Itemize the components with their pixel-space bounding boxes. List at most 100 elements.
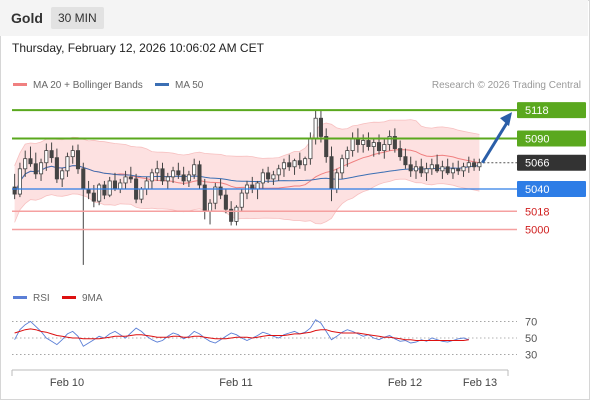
- candle-body-down: [398, 148, 403, 158]
- candle: [202, 178, 207, 220]
- candle: [281, 158, 287, 177]
- candle: [266, 166, 271, 183]
- candle: [387, 130, 392, 151]
- candle-body-down: [318, 117, 323, 137]
- candle-body-up: [281, 162, 287, 170]
- candle: [271, 170, 276, 185]
- candle-body-up: [70, 150, 75, 158]
- candle-body-down: [324, 136, 329, 158]
- candle-body-up: [440, 166, 445, 172]
- level-5066-label: 5066: [525, 158, 549, 170]
- candle-body-down: [102, 184, 107, 196]
- candle-body-up: [23, 158, 28, 170]
- candle-body-down: [197, 164, 202, 186]
- candle-body-up: [239, 192, 244, 208]
- legend-rsi-ma: 9MA: [62, 293, 103, 304]
- candle: [12, 173, 17, 200]
- candle-body-down: [297, 160, 302, 166]
- legend-rsi-label: RSI: [33, 293, 50, 304]
- candle-body-up: [144, 180, 149, 190]
- candle-body-up: [165, 176, 170, 182]
- candle-body-up: [60, 170, 65, 180]
- candle: [324, 128, 329, 163]
- candle-body-up: [276, 168, 281, 176]
- candle-body-up: [308, 138, 313, 160]
- candle: [49, 142, 54, 163]
- candle: [461, 162, 466, 177]
- candle: [54, 148, 59, 183]
- legend-ma20: MA 20 + Bollinger Bands: [13, 80, 143, 91]
- candle-body-up: [234, 206, 239, 222]
- candle-body-down: [366, 140, 371, 147]
- candle-body-up: [361, 140, 366, 145]
- candle-body-up: [118, 182, 123, 190]
- candle-body-up: [65, 156, 70, 172]
- candle-body-up: [207, 202, 213, 212]
- candle-body-up: [213, 186, 218, 204]
- forecast-arrow-shaft: [481, 120, 510, 164]
- candle-body-down: [472, 162, 477, 168]
- candle: [429, 158, 434, 175]
- candle: [28, 146, 33, 167]
- candle: [39, 158, 44, 181]
- candle-body-down: [218, 186, 223, 196]
- candle: [60, 167, 65, 188]
- candle: [318, 110, 323, 143]
- candle-body-up: [387, 136, 392, 145]
- candle-body-up: [334, 172, 339, 190]
- candle: [229, 201, 234, 226]
- candle: [382, 138, 387, 159]
- candle-body-down: [112, 180, 118, 190]
- candle: [23, 150, 28, 177]
- candle: [165, 172, 170, 190]
- candle-body-up: [123, 176, 128, 184]
- candle: [340, 154, 345, 179]
- candle: [107, 176, 112, 198]
- candle: [149, 168, 154, 190]
- level-5118-label: 5118: [525, 105, 549, 117]
- ma50-swatch: [155, 82, 169, 86]
- candle: [213, 182, 218, 210]
- legend-rsi: RSI: [13, 293, 50, 304]
- candle-body-down: [33, 163, 38, 175]
- candle-body-up: [424, 168, 429, 174]
- candle-body-up: [186, 174, 191, 182]
- candle: [276, 164, 281, 181]
- candle-body-up: [292, 160, 297, 168]
- candle: [303, 156, 308, 171]
- rsi-ma-swatch: [62, 295, 76, 299]
- candle: [223, 189, 228, 214]
- candle-body-down: [91, 192, 96, 202]
- candle: [197, 160, 202, 190]
- candle-body-up: [155, 168, 160, 174]
- candle: [435, 154, 440, 173]
- candle-body-up: [450, 168, 455, 174]
- legend-ma50: MA 50: [155, 80, 203, 91]
- candle-body-up: [461, 166, 466, 172]
- candle-body-up: [429, 164, 434, 170]
- candle: [97, 182, 102, 206]
- level-5066-tag: [517, 154, 586, 171]
- asset-name: Gold: [11, 10, 43, 26]
- candle: [33, 152, 38, 179]
- forecast-arrow-head: [500, 112, 512, 127]
- candle: [403, 148, 408, 169]
- candle-body-down: [445, 166, 450, 174]
- candle: [292, 158, 297, 175]
- candle-body-up: [17, 168, 22, 195]
- candle: [234, 205, 239, 226]
- level-5118-tag: [517, 102, 586, 119]
- rsi-swatch: [13, 295, 27, 299]
- candle-body-up: [44, 150, 49, 164]
- candle-body-down: [403, 156, 408, 166]
- level-5040-label: 5040: [525, 184, 549, 196]
- candle-body-down: [128, 176, 133, 180]
- level-5040-tag: [517, 181, 586, 198]
- candle: [260, 168, 265, 190]
- candle: [44, 143, 49, 171]
- candle: [413, 160, 419, 179]
- chart-datetime: Thursday, February 12, 2026 10:06:02 AM …: [12, 41, 264, 55]
- timeframe-badge[interactable]: 30 MIN: [51, 7, 104, 29]
- candle-body-down: [223, 194, 228, 210]
